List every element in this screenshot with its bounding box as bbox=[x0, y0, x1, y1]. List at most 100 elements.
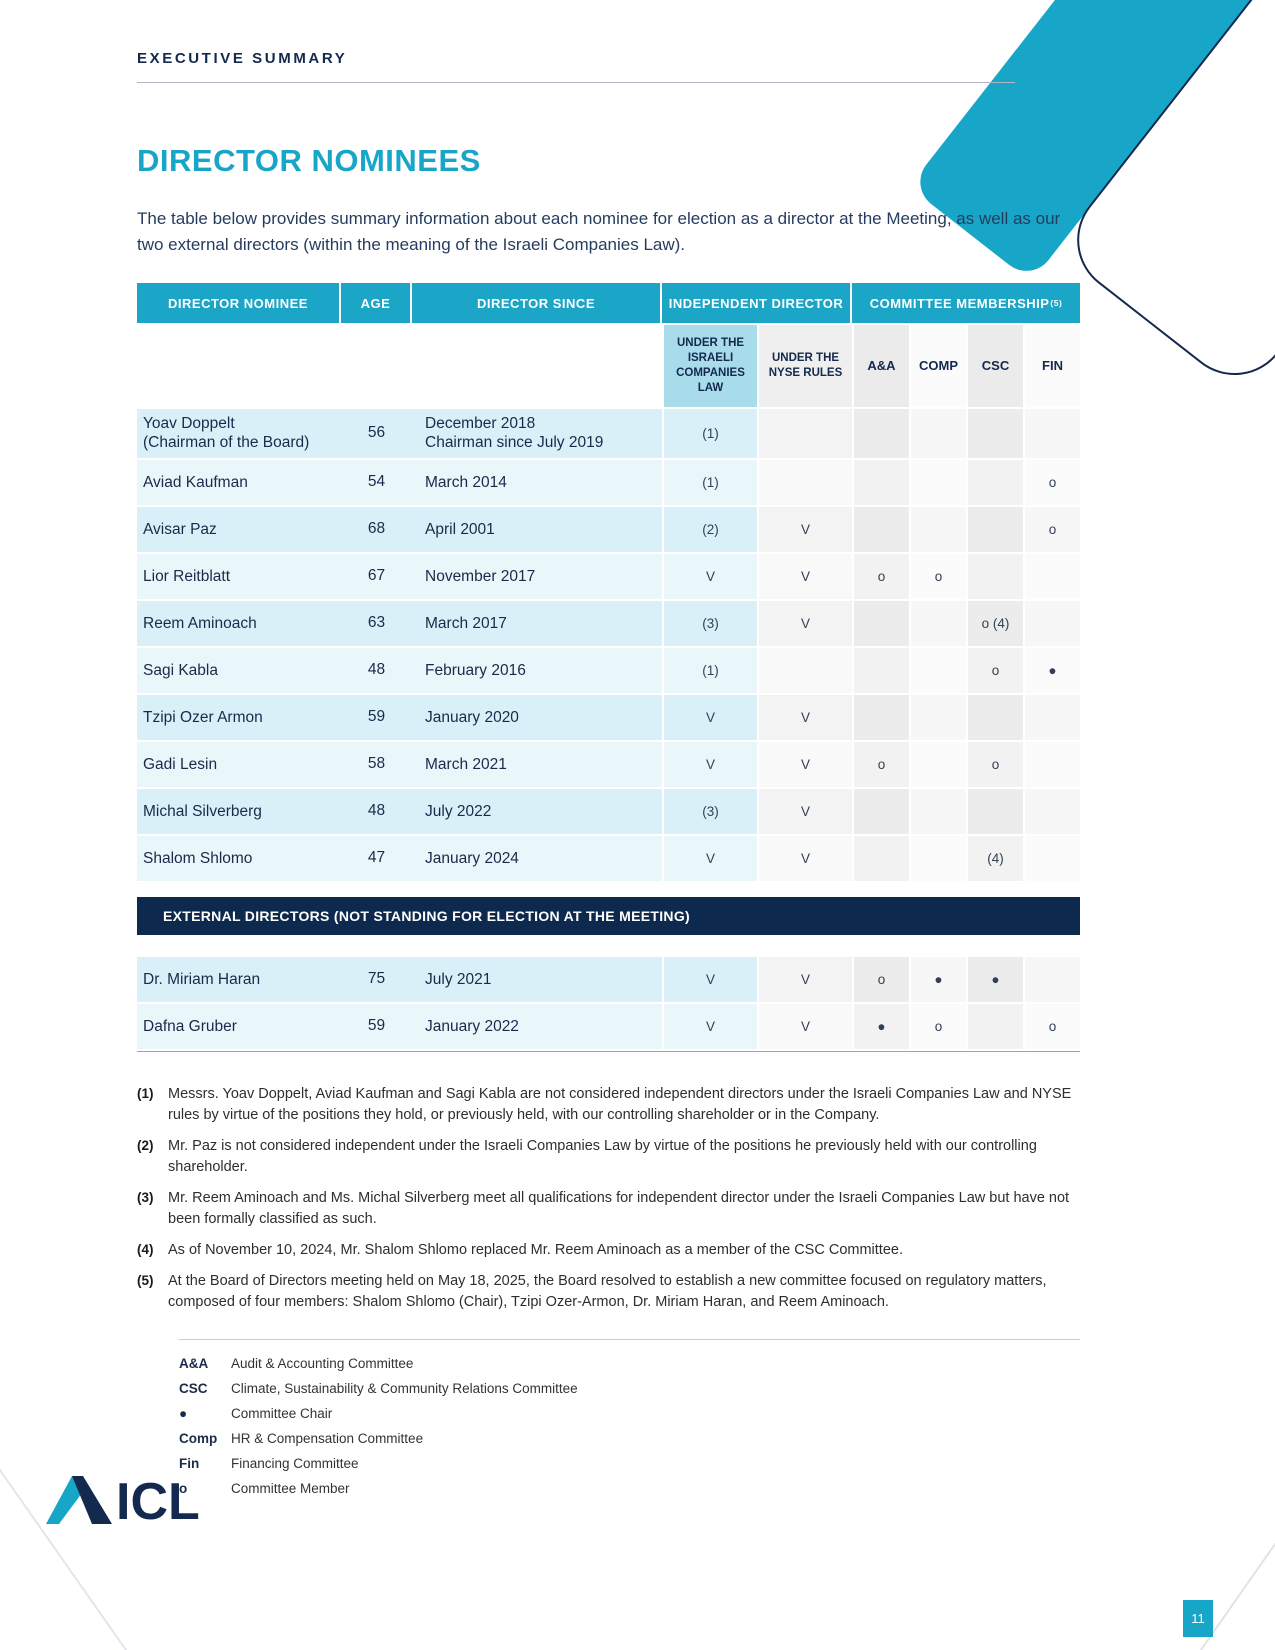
legend-item: A&A Audit & Accounting Committee bbox=[179, 1356, 1080, 1371]
csc-committee-mark bbox=[966, 506, 1023, 552]
independent-nyse-mark: V bbox=[757, 506, 852, 552]
legend-key: ● bbox=[179, 1405, 188, 1421]
nominee-name: Michal Silverberg bbox=[137, 788, 341, 834]
nominee-age: 48 bbox=[341, 788, 412, 834]
fin-committee-mark bbox=[1023, 694, 1080, 740]
director-since: February 2016 bbox=[412, 647, 662, 693]
independent-icl-mark: V bbox=[662, 1003, 757, 1049]
comp-committee-mark: ● bbox=[909, 956, 966, 1002]
comp-committee-mark bbox=[909, 459, 966, 505]
independent-nyse-mark: V bbox=[757, 835, 852, 881]
independent-nyse-mark: V bbox=[757, 600, 852, 646]
independent-icl-mark: (3) bbox=[662, 600, 757, 646]
director-since: April 2001 bbox=[412, 506, 662, 552]
legend-items: A&A Audit & Accounting Committee CSC Cli… bbox=[179, 1356, 1080, 1496]
table-row: Michal Silverberg 48 July 2022 (3) V bbox=[137, 788, 1080, 834]
footnote-text: At the Board of Directors meeting held o… bbox=[168, 1272, 1047, 1310]
independent-nyse-mark: V bbox=[757, 1003, 852, 1049]
footnote: (1) Messrs. Yoav Doppelt, Aviad Kaufman … bbox=[137, 1084, 1080, 1126]
footnote-number: (2) bbox=[137, 1137, 154, 1153]
legend-key: A&A bbox=[179, 1355, 209, 1371]
legend-text: Committee Member bbox=[231, 1480, 350, 1496]
table-subheader-row: UNDER THE ISRAELI COMPANIES LAW UNDER TH… bbox=[137, 325, 1080, 407]
csc-committee-mark bbox=[966, 459, 1023, 505]
fin-committee-mark bbox=[1023, 600, 1080, 646]
independent-nyse-mark: V bbox=[757, 956, 852, 1002]
csc-committee-mark: o (4) bbox=[966, 600, 1023, 646]
table-row: Aviad Kaufman 54 March 2014 (1) o bbox=[137, 459, 1080, 505]
independent-nyse-mark bbox=[757, 459, 852, 505]
nominee-name: Lior Reitblatt bbox=[137, 553, 341, 599]
csc-committee-mark bbox=[966, 1003, 1023, 1049]
legend-text: HR & Compensation Committee bbox=[231, 1430, 424, 1446]
subheader-nyse-rules: UNDER THE NYSE RULES bbox=[757, 325, 852, 407]
nominee-age: 58 bbox=[341, 741, 412, 787]
footnotes: (1) Messrs. Yoav Doppelt, Aviad Kaufman … bbox=[137, 1084, 1080, 1313]
independent-nyse-mark: V bbox=[757, 694, 852, 740]
nominee-name: Yoav Doppelt (Chairman of the Board) bbox=[137, 409, 341, 458]
nominee-name: Tzipi Ozer Armon bbox=[137, 694, 341, 740]
nominee-age: 48 bbox=[341, 647, 412, 693]
nominee-name: Avisar Paz bbox=[137, 506, 341, 552]
aa-committee-mark bbox=[852, 600, 909, 646]
table-row: Reem Aminoach 63 March 2017 (3) V o (4) bbox=[137, 600, 1080, 646]
nominee-name: Dafna Gruber bbox=[137, 1003, 341, 1049]
aa-committee-mark: o bbox=[852, 741, 909, 787]
legend-key: Comp bbox=[179, 1430, 218, 1446]
comp-committee-mark: o bbox=[909, 1003, 966, 1049]
fin-committee-mark bbox=[1023, 741, 1080, 787]
table-row: Gadi Lesin 58 March 2021 V V o o bbox=[137, 741, 1080, 787]
independent-icl-mark: (1) bbox=[662, 647, 757, 693]
page-number-badge: 11 bbox=[1183, 1600, 1213, 1637]
csc-committee-mark: ● bbox=[966, 956, 1023, 1002]
header-committee-membership: COMMITTEE MEMBERSHIP (5) bbox=[852, 283, 1080, 323]
director-nominees-table: DIRECTOR NOMINEE AGE DIRECTOR SINCE INDE… bbox=[137, 283, 1080, 1052]
table-row: Yoav Doppelt (Chairman of the Board) 56 D… bbox=[137, 409, 1080, 458]
page-title: DIRECTOR NOMINEES bbox=[137, 143, 481, 178]
aa-committee-mark bbox=[852, 459, 909, 505]
csc-committee-mark bbox=[966, 694, 1023, 740]
footnote-text: Mr. Reem Aminoach and Ms. Michal Silverb… bbox=[168, 1189, 1070, 1227]
aa-committee-mark bbox=[852, 694, 909, 740]
aa-committee-mark: o bbox=[852, 553, 909, 599]
legend-item: Fin Financing Committee bbox=[179, 1456, 1080, 1471]
intro-paragraph: The table below provides summary informa… bbox=[137, 209, 1061, 254]
nominee-name: Gadi Lesin bbox=[137, 741, 341, 787]
independent-icl-mark: V bbox=[662, 741, 757, 787]
page-content: EXECUTIVE SUMMARY DIRECTOR NOMINEES The … bbox=[137, 0, 1080, 1506]
fin-committee-mark: o bbox=[1023, 1003, 1080, 1049]
header-director-since: DIRECTOR SINCE bbox=[412, 283, 662, 323]
independent-icl-mark: (1) bbox=[662, 459, 757, 505]
comp-committee-mark bbox=[909, 409, 966, 458]
director-since: March 2014 bbox=[412, 459, 662, 505]
footnote: (3) Mr. Reem Aminoach and Ms. Michal Sil… bbox=[137, 1188, 1080, 1230]
director-since: December 2018 Chairman since July 2019 bbox=[412, 409, 662, 458]
nominee-name: Dr. Miriam Haran bbox=[137, 956, 341, 1002]
comp-committee-mark bbox=[909, 694, 966, 740]
footnote-text: As of November 10, 2024, Mr. Shalom Shlo… bbox=[168, 1241, 903, 1258]
eyebrow-rule bbox=[137, 82, 1015, 83]
header-age: AGE bbox=[341, 283, 412, 323]
committee-footnote-ref: (5) bbox=[1050, 297, 1063, 308]
footnote-text: Messrs. Yoav Doppelt, Aviad Kaufman and … bbox=[168, 1085, 1072, 1123]
fin-committee-mark bbox=[1023, 409, 1080, 458]
director-since: July 2022 bbox=[412, 788, 662, 834]
legend-text: Committee Chair bbox=[231, 1405, 333, 1421]
independent-nyse-mark: V bbox=[757, 788, 852, 834]
independent-nyse-mark: V bbox=[757, 741, 852, 787]
section-eyebrow: EXECUTIVE SUMMARY bbox=[137, 50, 348, 67]
table-row: Tzipi Ozer Armon 59 January 2020 V V bbox=[137, 694, 1080, 740]
director-since: January 2022 bbox=[412, 1003, 662, 1049]
aa-committee-mark bbox=[852, 788, 909, 834]
footnote-number: (1) bbox=[137, 1085, 154, 1101]
subheader-csc: CSC bbox=[966, 325, 1023, 407]
subheader-blank bbox=[137, 325, 662, 407]
comp-committee-mark bbox=[909, 788, 966, 834]
legend-item: o Committee Member bbox=[179, 1481, 1080, 1496]
fin-committee-mark: ● bbox=[1023, 647, 1080, 693]
nominee-age: 63 bbox=[341, 600, 412, 646]
legend-item: ● Committee Chair bbox=[179, 1406, 1080, 1421]
comp-committee-mark: o bbox=[909, 553, 966, 599]
footnote-number: (3) bbox=[137, 1189, 154, 1205]
nominee-age: 47 bbox=[341, 835, 412, 881]
